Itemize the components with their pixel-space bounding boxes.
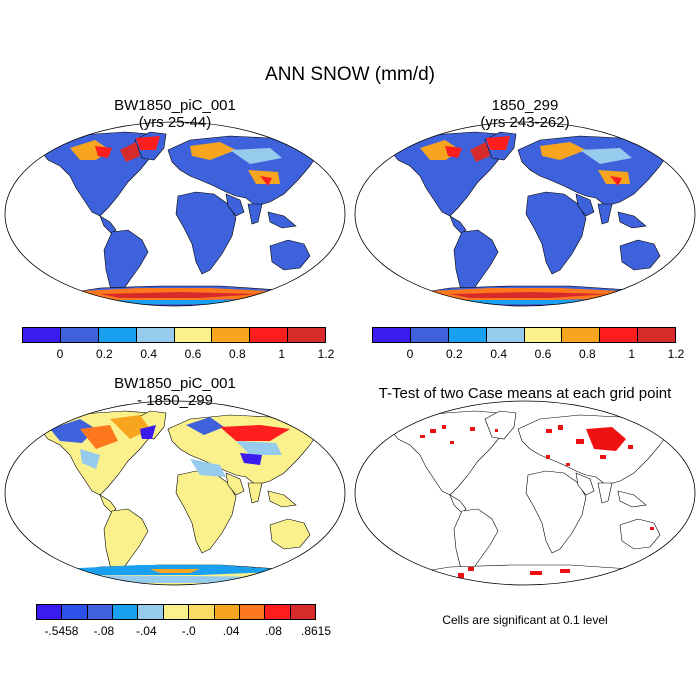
colorbar-panel2-swatch xyxy=(524,328,563,342)
colorbar-panel2-labels: 0 0.2 0.4 0.6 0.8 1 1.2 xyxy=(372,347,685,363)
colorbar-panel1-swatch xyxy=(250,328,289,342)
colorbar-panel2-swatch xyxy=(600,328,639,342)
colorbar-panel1-swatch xyxy=(136,328,175,342)
colorbar-difference-tick-label: -.08 xyxy=(93,624,115,638)
colorbar-panel2-tick-label: 0.6 xyxy=(534,347,552,361)
colorbar-difference-swatch xyxy=(239,605,266,619)
panel1-title-line1: BW1850_piC_001 xyxy=(114,97,236,114)
colorbar-panel2-tick-label: 0.8 xyxy=(578,347,596,361)
panel4-title-line1: T-Test of two Case means at each grid po… xyxy=(378,385,672,402)
colorbar-panel1-tick-label: 0.4 xyxy=(140,347,157,361)
figure-title: ANN SNOW (mm/d) xyxy=(265,64,435,85)
colorbar-difference-swatch xyxy=(113,605,139,619)
colorbar-panel2-swatch xyxy=(448,328,487,342)
colorbar-panel1-tick-label: 0.2 xyxy=(95,347,113,361)
colorbar-panel2 xyxy=(372,327,676,343)
colorbar-difference-tick-label: -.0 xyxy=(181,624,196,638)
panel2-map xyxy=(354,121,696,307)
panel2-title-line1: 1850_299 xyxy=(491,97,559,114)
colorbar-difference-swatch xyxy=(138,605,164,619)
colorbar-difference-labels: -.5458 -.08 -.04 -.0 .04 .08 .8615 xyxy=(36,624,331,640)
colorbar-difference-tick-label: -.04 xyxy=(135,624,157,638)
colorbar-panel1-tick-label: 0 xyxy=(56,347,64,361)
colorbar-difference-tick-label: .08 xyxy=(265,624,282,638)
colorbar-difference-tick-label: .8615 xyxy=(300,624,332,638)
panel4-significant-cells xyxy=(420,425,654,581)
colorbar-panel1-tick-label: 0.8 xyxy=(228,347,246,361)
panel2-title: 1850_299 (yrs 243-262) xyxy=(375,97,675,132)
colorbar-difference-tick-label: .04 xyxy=(222,624,240,638)
colorbar-panel1-swatch xyxy=(212,328,251,342)
colorbar-difference-swatch xyxy=(62,605,88,619)
colorbar-panel1 xyxy=(22,327,326,343)
colorbar-difference xyxy=(36,604,316,620)
colorbar-difference-swatch xyxy=(163,605,190,619)
colorbar-panel1-labels: 0 0.2 0.4 0.6 0.8 1 1.2 xyxy=(22,347,335,363)
colorbar-panel2-tick-label: 0.4 xyxy=(490,347,507,361)
colorbar-panel2-swatch xyxy=(638,328,675,342)
colorbar-difference-swatch xyxy=(214,605,240,619)
colorbar-panel1-swatch xyxy=(174,328,213,342)
colorbar-difference-swatch xyxy=(37,605,63,619)
colorbar-panel2-tick-label: 1.2 xyxy=(667,347,685,361)
panel1-title: BW1850_piC_001 (yrs 25-44) xyxy=(25,97,325,132)
panel1-map xyxy=(4,121,346,307)
panel4-title: T-Test of two Case means at each grid po… xyxy=(345,385,700,402)
colorbar-difference-swatch xyxy=(265,605,291,619)
colorbar-panel2-swatch xyxy=(373,328,411,342)
colorbar-difference-tick-label: -.5458 xyxy=(44,624,79,638)
panel3-title-line1: BW1850_piC_001 xyxy=(114,375,236,392)
panel2-title-line2: (yrs 243-262) xyxy=(480,114,570,132)
panel1-title-line2: (yrs 25-44) xyxy=(138,114,212,132)
colorbar-difference-swatch xyxy=(189,605,215,619)
colorbar-panel2-tick-label: 1 xyxy=(628,347,635,361)
panel3-difference-field xyxy=(50,415,300,583)
colorbar-panel2-swatch xyxy=(486,328,525,342)
colorbar-panel1-tick-label: 0.6 xyxy=(184,347,202,361)
colorbar-panel1-tick-label: 1 xyxy=(278,347,285,361)
panel3-map xyxy=(4,400,346,586)
colorbar-panel2-tick-label: 0 xyxy=(406,347,414,361)
colorbar-panel2-swatch xyxy=(410,328,449,342)
panel4-map xyxy=(354,400,696,586)
colorbar-panel1-swatch xyxy=(60,328,99,342)
colorbar-panel1-swatch xyxy=(98,328,137,342)
colorbar-panel2-swatch xyxy=(562,328,601,342)
colorbar-panel1-tick-label: 1.2 xyxy=(317,347,335,361)
colorbar-difference-swatch xyxy=(290,605,315,619)
colorbar-panel1-swatch xyxy=(23,328,61,342)
colorbar-panel1-swatch xyxy=(288,328,325,342)
significance-note: Cells are significant at 0.1 level xyxy=(442,613,608,627)
colorbar-panel2-tick-label: 0.2 xyxy=(445,347,463,361)
colorbar-difference-swatch xyxy=(87,605,114,619)
